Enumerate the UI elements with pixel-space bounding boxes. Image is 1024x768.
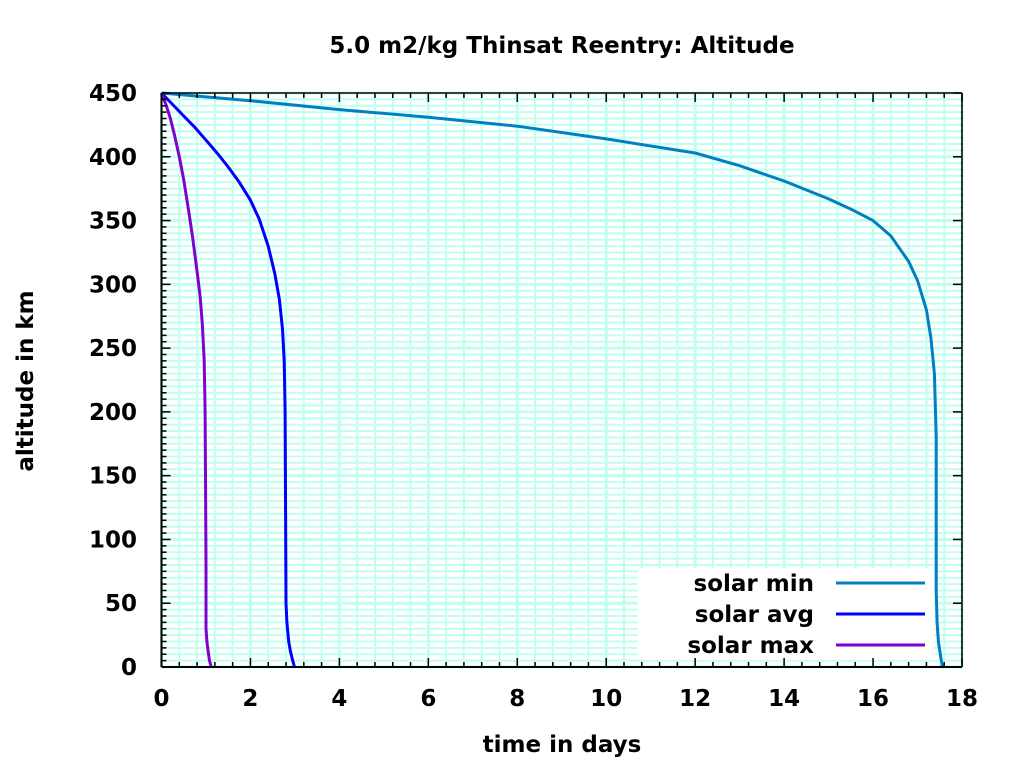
- legend-label: solar max: [687, 633, 814, 659]
- x-tick-label: 16: [857, 686, 889, 712]
- y-tick-label: 250: [89, 336, 137, 362]
- x-tick-label: 18: [946, 686, 978, 712]
- y-tick-label: 400: [89, 145, 137, 171]
- series-group: [160, 91, 944, 668]
- chart-title: 5.0 m2/kg Thinsat Reentry: Altitude: [329, 33, 794, 59]
- series-line-solar-max: [160, 92, 213, 668]
- legend-label: solar avg: [695, 602, 814, 628]
- y-tick-label: 0: [121, 655, 137, 681]
- y-tick-label: 350: [89, 209, 137, 235]
- x-tick-label: 12: [679, 686, 711, 712]
- y-tick-label: 300: [89, 272, 137, 298]
- y-tick-label: 150: [89, 464, 137, 490]
- x-tick-label: 8: [509, 686, 525, 712]
- y-axis-label: altitude in km: [13, 290, 39, 471]
- x-tick-labels: 0 2 4 6 8 10 12 14 16 18: [153, 686, 978, 712]
- y-tick-label: 450: [89, 81, 137, 107]
- x-tick-label: 4: [331, 686, 347, 712]
- legend: solar min solar avg solar max: [687, 571, 925, 659]
- x-tick-label: 2: [242, 686, 258, 712]
- y-tick-label: 50: [105, 591, 137, 617]
- series-line-solar-avg: [160, 91, 296, 668]
- x-tick-label: 6: [420, 686, 436, 712]
- x-tick-label: 14: [768, 686, 800, 712]
- x-axis-label: time in days: [483, 732, 642, 758]
- series-line-solar-min: [161, 91, 944, 668]
- y-tick-label: 100: [89, 527, 137, 553]
- y-tick-label: 200: [89, 400, 137, 426]
- legend-label: solar min: [694, 571, 814, 597]
- x-tick-label: 10: [590, 686, 622, 712]
- ticks: [160, 92, 963, 668]
- x-tick-label: 0: [153, 686, 169, 712]
- y-tick-labels: 0 50 100 150 200 250 300 350 400 450: [89, 81, 137, 681]
